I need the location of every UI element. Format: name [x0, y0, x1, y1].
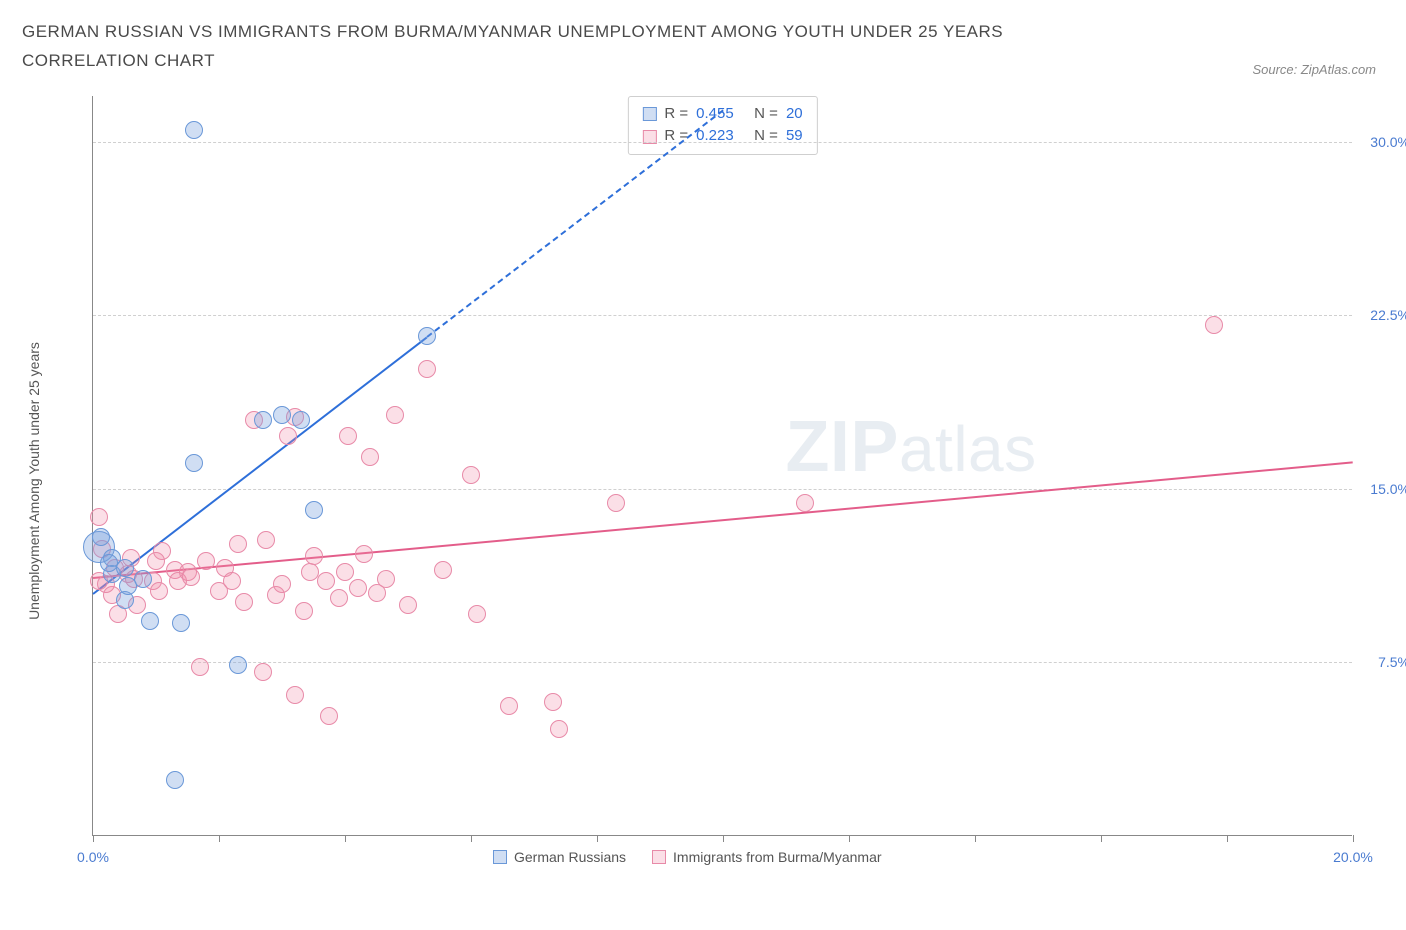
scatter-point-series-b[interactable] [796, 494, 814, 512]
gridline [93, 489, 1352, 490]
x-tick [471, 835, 472, 842]
trend-line [92, 336, 427, 594]
scatter-point-series-b[interactable] [229, 535, 247, 553]
scatter-point-series-b[interactable] [349, 579, 367, 597]
legend-swatch-icon [652, 850, 666, 864]
scatter-point-series-b[interactable] [320, 707, 338, 725]
watermark-bold: ZIP [785, 407, 899, 487]
scatter-point-series-a[interactable] [292, 411, 310, 429]
gridline [93, 142, 1352, 143]
scatter-point-series-b[interactable] [279, 427, 297, 445]
scatter-point-series-a[interactable] [273, 406, 291, 424]
x-tick [1227, 835, 1228, 842]
scatter-point-series-b[interactable] [182, 568, 200, 586]
scatter-point-series-b[interactable] [150, 582, 168, 600]
scatter-point-series-b[interactable] [355, 545, 373, 563]
y-axis-label: Unemployment Among Youth under 25 years [26, 342, 42, 620]
gridline [93, 315, 1352, 316]
scatter-point-series-b[interactable] [317, 572, 335, 590]
x-tick [1353, 835, 1354, 842]
scatter-point-series-b[interactable] [1205, 316, 1223, 334]
scatter-point-series-b[interactable] [468, 605, 486, 623]
scatter-point-series-a[interactable] [185, 454, 203, 472]
x-tick [219, 835, 220, 842]
stat-row: R = 0.223 N = 59 [642, 125, 802, 148]
x-tick [1101, 835, 1102, 842]
scatter-point-series-b[interactable] [386, 406, 404, 424]
x-tick [975, 835, 976, 842]
stat-r-value: 0.223 [696, 125, 734, 148]
scatter-point-series-b[interactable] [305, 547, 323, 565]
trend-line [93, 461, 1353, 579]
x-tick [849, 835, 850, 842]
scatter-point-series-a[interactable] [166, 771, 184, 789]
scatter-point-series-b[interactable] [550, 720, 568, 738]
legend-item: Immigrants from Burma/Myanmar [652, 849, 881, 865]
scatter-point-series-a[interactable] [92, 528, 110, 546]
scatter-point-series-b[interactable] [90, 508, 108, 526]
scatter-point-series-b[interactable] [147, 552, 165, 570]
x-tick-label: 20.0% [1333, 849, 1373, 865]
scatter-point-series-b[interactable] [257, 531, 275, 549]
scatter-point-series-b[interactable] [223, 572, 241, 590]
gridline [93, 662, 1352, 663]
scatter-point-series-a[interactable] [254, 411, 272, 429]
x-tick [723, 835, 724, 842]
scatter-point-series-a[interactable] [229, 656, 247, 674]
stat-swatch-icon [642, 107, 656, 121]
scatter-point-series-a[interactable] [172, 614, 190, 632]
source-attribution: Source: ZipAtlas.com [1252, 62, 1376, 77]
y-tick-label: 22.5% [1370, 307, 1406, 323]
chart-title: GERMAN RUSSIAN VS IMMIGRANTS FROM BURMA/… [22, 18, 1122, 76]
scatter-point-series-b[interactable] [368, 584, 386, 602]
chart-container: Unemployment Among Youth under 25 years … [62, 86, 1382, 876]
scatter-point-series-b[interactable] [197, 552, 215, 570]
scatter-point-series-b[interactable] [500, 697, 518, 715]
scatter-point-series-b[interactable] [544, 693, 562, 711]
scatter-point-series-b[interactable] [273, 575, 291, 593]
plot-area: ZIPatlas R = 0.455 N = 20 R = 0.223 N = … [92, 96, 1352, 836]
legend-label: German Russians [514, 849, 626, 865]
watermark: ZIPatlas [785, 406, 1036, 488]
watermark-light: atlas [899, 413, 1037, 485]
stat-row: R = 0.455 N = 20 [642, 103, 802, 126]
series-legend: German Russians Immigrants from Burma/Mya… [493, 849, 882, 865]
scatter-point-series-b[interactable] [235, 593, 253, 611]
scatter-point-series-b[interactable] [330, 589, 348, 607]
scatter-point-series-a[interactable] [305, 501, 323, 519]
legend-label: Immigrants from Burma/Myanmar [673, 849, 881, 865]
x-tick [93, 835, 94, 842]
scatter-point-series-a[interactable] [116, 559, 134, 577]
correlation-stats-box: R = 0.455 N = 20 R = 0.223 N = 59 [627, 96, 817, 155]
stat-n-value: 59 [786, 125, 803, 148]
y-tick-label: 30.0% [1370, 134, 1406, 150]
scatter-point-series-b[interactable] [418, 360, 436, 378]
y-tick-label: 7.5% [1378, 654, 1406, 670]
scatter-point-series-b[interactable] [339, 427, 357, 445]
trend-line [426, 110, 723, 338]
legend-swatch-icon [493, 850, 507, 864]
scatter-point-series-a[interactable] [100, 554, 118, 572]
scatter-point-series-b[interactable] [462, 466, 480, 484]
scatter-point-series-b[interactable] [191, 658, 209, 676]
scatter-point-series-a[interactable] [418, 327, 436, 345]
x-tick-label: 0.0% [77, 849, 109, 865]
scatter-point-series-b[interactable] [607, 494, 625, 512]
scatter-point-series-a[interactable] [141, 612, 159, 630]
scatter-point-series-b[interactable] [399, 596, 417, 614]
x-tick [597, 835, 598, 842]
legend-item: German Russians [493, 849, 626, 865]
scatter-point-series-b[interactable] [336, 563, 354, 581]
scatter-point-series-b[interactable] [434, 561, 452, 579]
y-tick-label: 15.0% [1370, 481, 1406, 497]
scatter-point-series-a[interactable] [119, 577, 137, 595]
scatter-point-series-b[interactable] [361, 448, 379, 466]
scatter-point-series-b[interactable] [295, 602, 313, 620]
scatter-point-series-a[interactable] [134, 570, 152, 588]
scatter-point-series-b[interactable] [254, 663, 272, 681]
x-tick [345, 835, 346, 842]
stat-n-value: 20 [786, 103, 803, 126]
scatter-point-series-b[interactable] [286, 686, 304, 704]
scatter-point-series-a[interactable] [185, 121, 203, 139]
